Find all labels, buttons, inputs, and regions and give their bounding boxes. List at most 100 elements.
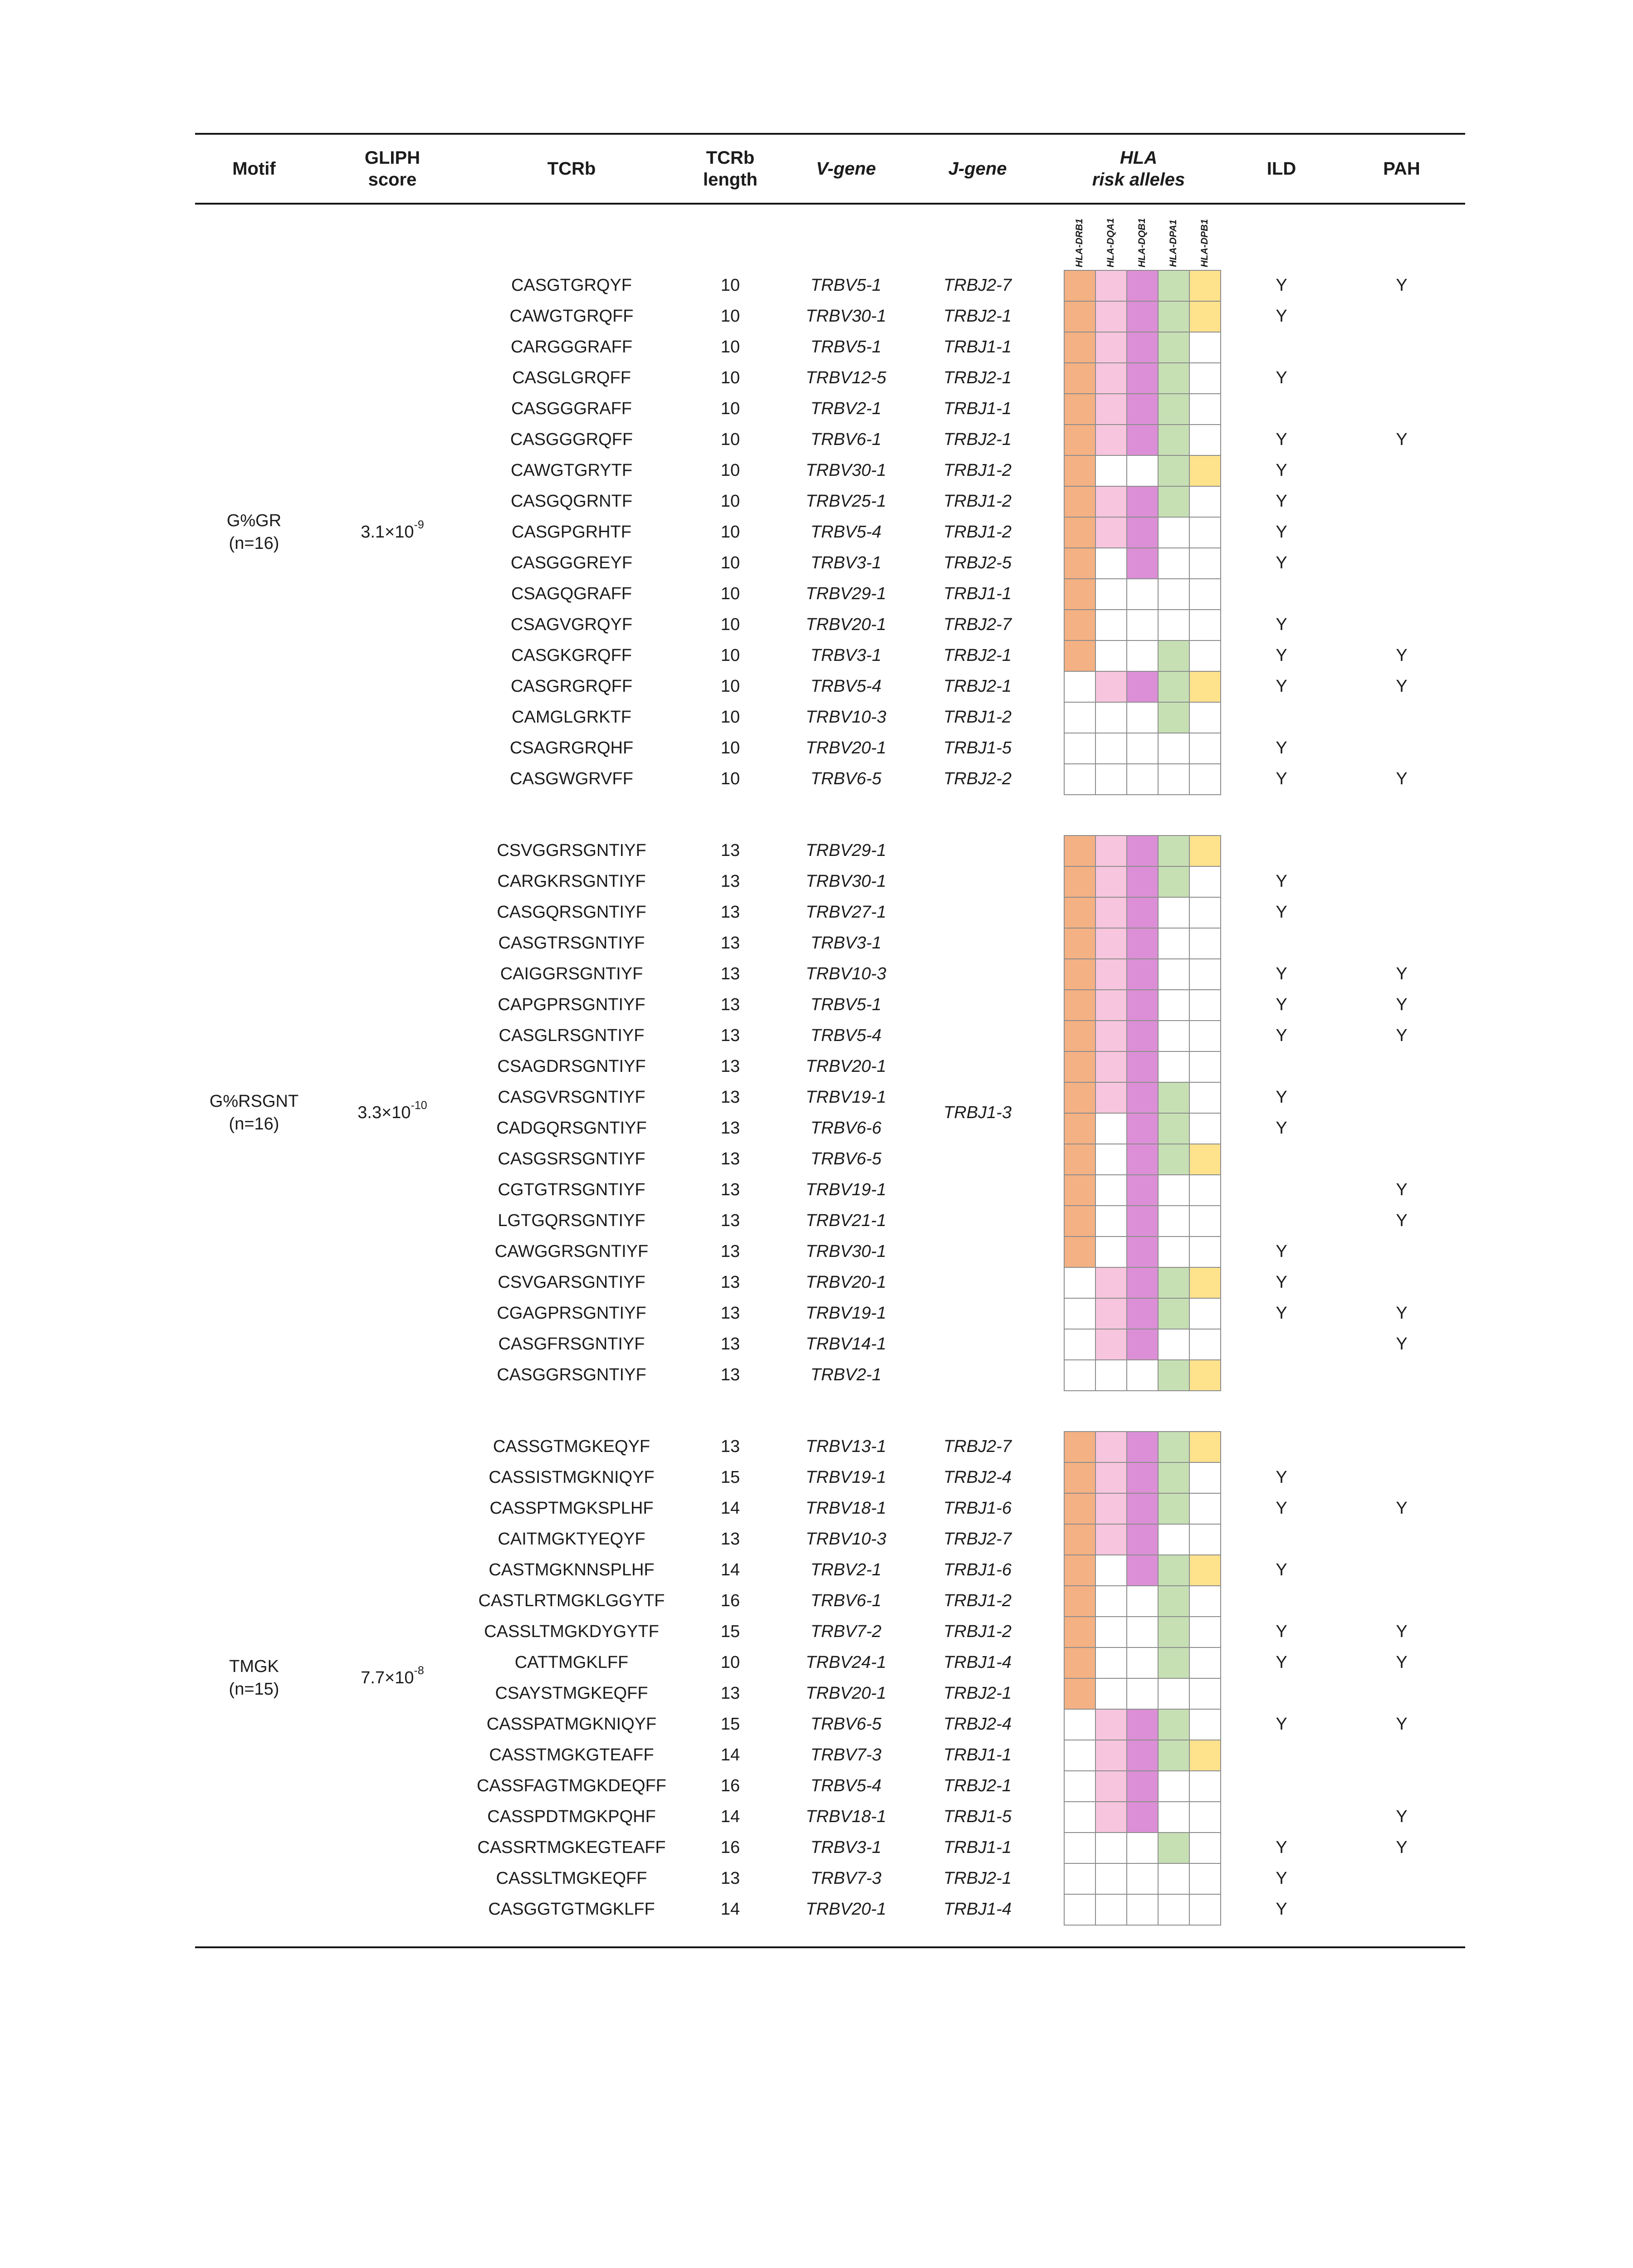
pah-cell — [1338, 1051, 1465, 1082]
hla-risk-cell-filled — [1096, 1740, 1127, 1771]
hla-risk-cell-filled — [1127, 1175, 1159, 1206]
pah-cell: Y — [1396, 1498, 1408, 1518]
table-row: CASSFAGTMGKDEQFF 16 TRBV5-4 TRBJ2-1 — [472, 1770, 1465, 1801]
pah-cell: Y — [1396, 275, 1408, 295]
hla-allele-name: HLA-DRB1 — [1074, 218, 1085, 267]
jgene-merged-label: TRBJ1-3 — [944, 1103, 1012, 1122]
hla-risk-cell-empty — [1190, 1083, 1221, 1114]
hla-allele-column-label: HLA-DQB1 — [1126, 205, 1158, 268]
jgene-cell: TRBJ2-1 — [944, 430, 1012, 449]
hla-risk-cell-filled — [1127, 898, 1159, 929]
hla-risk-cell-empty — [1159, 1206, 1190, 1237]
hla-risk-cell-filled — [1065, 1525, 1096, 1555]
tcrb-cell: CASGGRSGNTIYF — [497, 1365, 646, 1384]
vgene-cell: TRBV2-1 — [810, 1365, 882, 1384]
hla-risk-cell-empty — [1190, 487, 1221, 518]
hla-risk-cell-filled — [1065, 271, 1096, 302]
tcrb-cell: CASGSRSGNTIYF — [498, 1149, 645, 1168]
hla-risk-cell-filled — [1159, 1617, 1190, 1648]
tcrb-cell: CASGGTGTMGKLFF — [488, 1899, 655, 1919]
table-row: CASGTGRQYF 10 TRBV5-1 TRBJ2-7 Y Y — [472, 270, 1465, 301]
hla-risk-cell-filled — [1065, 959, 1096, 990]
hla-risk-cell-filled — [1065, 518, 1096, 548]
hla-risk-cell-filled — [1065, 1083, 1096, 1114]
hla-risk-cell-filled — [1159, 1299, 1190, 1330]
hla-risk-cell-filled — [1190, 1268, 1221, 1299]
jgene-cell: TRBJ1-4 — [944, 1899, 1012, 1919]
ild-cell — [1225, 1740, 1338, 1770]
hla-risk-cell-filled — [1096, 1525, 1127, 1555]
table-row: CARGGGRAFF 10 TRBV5-1 TRBJ1-1 — [472, 332, 1465, 362]
table-row: CASSPDTMGKPQHF 14 TRBV18-1 TRBJ1-5 Y — [472, 1801, 1465, 1832]
tcrb-length-cell: 13 — [720, 1529, 740, 1549]
ild-cell: Y — [1276, 1868, 1287, 1888]
ild-cell — [1225, 1359, 1338, 1390]
jgene-cell: TRBJ2-7 — [944, 1529, 1012, 1549]
hla-risk-cell-filled — [1096, 836, 1127, 867]
hla-risk-cell-empty — [1096, 764, 1127, 795]
vgene-cell: TRBV19-1 — [806, 1180, 886, 1199]
gliph-score-exponent: -10 — [411, 1099, 427, 1112]
hla-risk-cell-filled — [1096, 1494, 1127, 1525]
hla-risk-cell-empty — [1190, 1802, 1221, 1833]
header-length-line2: length — [703, 170, 758, 190]
tcrb-length-cell: 15 — [720, 1622, 740, 1641]
hla-risk-cell-empty — [1159, 579, 1190, 610]
hla-risk-cell-filled — [1096, 1330, 1127, 1360]
tcrb-cell: CASGQGRNTF — [510, 491, 633, 511]
hla-risk-cell-filled — [1190, 456, 1221, 487]
pah-cell — [1338, 301, 1465, 332]
hla-allele-column-label: HLA-DQA1 — [1095, 205, 1126, 268]
tcrb-cell: CASGQRSGNTIYF — [497, 902, 646, 922]
hla-risk-cell-filled — [1096, 425, 1127, 456]
hla-risk-cell-empty — [1159, 1679, 1190, 1710]
hla-risk-cell-empty — [1096, 1895, 1127, 1926]
hla-risk-cell-filled — [1096, 1432, 1127, 1463]
pah-cell: Y — [1396, 1334, 1408, 1354]
header-v-gene: V-gene — [789, 135, 903, 203]
hla-risk-cell-empty — [1065, 1771, 1096, 1802]
hla-risk-cell-filled — [1159, 1555, 1190, 1586]
pah-cell: Y — [1396, 1807, 1408, 1826]
table-row: CAITMGKTYEQYF 13 TRBV10-3 TRBJ2-7 — [472, 1524, 1465, 1554]
hla-risk-cell-empty — [1190, 425, 1221, 456]
hla-risk-cell-filled — [1127, 1083, 1159, 1114]
hla-risk-cell-filled — [1096, 1268, 1127, 1299]
hla-risk-cell-filled — [1127, 271, 1159, 302]
hla-risk-cell-filled — [1096, 518, 1127, 548]
hla-risk-cell-filled — [1159, 1083, 1190, 1114]
hla-risk-cell-empty — [1065, 1710, 1096, 1740]
tcrb-cell: CAIGGRSGNTIYF — [500, 964, 643, 983]
ild-cell: Y — [1276, 1652, 1287, 1672]
tcrb-cell: CASGGGRAFF — [511, 399, 632, 418]
table-row: CGTGTRSGNTIYF 13 TRBV19-1 Y — [472, 1174, 1465, 1205]
ild-cell: Y — [1276, 1467, 1287, 1487]
ild-cell: Y — [1276, 1714, 1287, 1734]
tcrb-length-cell: 13 — [720, 1026, 740, 1045]
table-row: CASSGTMGKEQYF 13 TRBV13-1 TRBJ2-7 — [472, 1431, 1465, 1462]
hla-risk-cell-filled — [1159, 641, 1190, 672]
ild-cell: Y — [1276, 275, 1287, 295]
vgene-cell: TRBV24-1 — [806, 1652, 886, 1672]
tcrb-cell: CASSGTMGKEQYF — [493, 1437, 650, 1456]
hla-risk-cell-empty — [1096, 1864, 1127, 1895]
hla-risk-cell-empty — [1159, 990, 1190, 1021]
pah-cell — [1338, 897, 1465, 928]
hla-risk-cell-filled — [1065, 1175, 1096, 1206]
ild-cell: Y — [1276, 522, 1287, 542]
hla-risk-cell-filled — [1127, 1740, 1159, 1771]
pah-cell — [1338, 1524, 1465, 1554]
header-j-gene: J-gene — [903, 135, 1052, 203]
ild-cell: Y — [1276, 902, 1287, 922]
ild-cell — [1225, 1174, 1338, 1205]
tcrb-length-cell: 10 — [720, 738, 740, 758]
tcrb-cell: CGAGPRSGNTIYF — [497, 1303, 646, 1323]
hla-risk-cell-filled — [1127, 672, 1159, 703]
hla-risk-cell-empty — [1127, 579, 1159, 610]
tcrb-length-cell: 10 — [720, 491, 740, 511]
jgene-cell: TRBJ1-2 — [944, 522, 1012, 542]
ild-cell: Y — [1276, 645, 1287, 665]
hla-risk-cell-filled — [1065, 929, 1096, 959]
header-pah: PAH — [1338, 135, 1465, 203]
